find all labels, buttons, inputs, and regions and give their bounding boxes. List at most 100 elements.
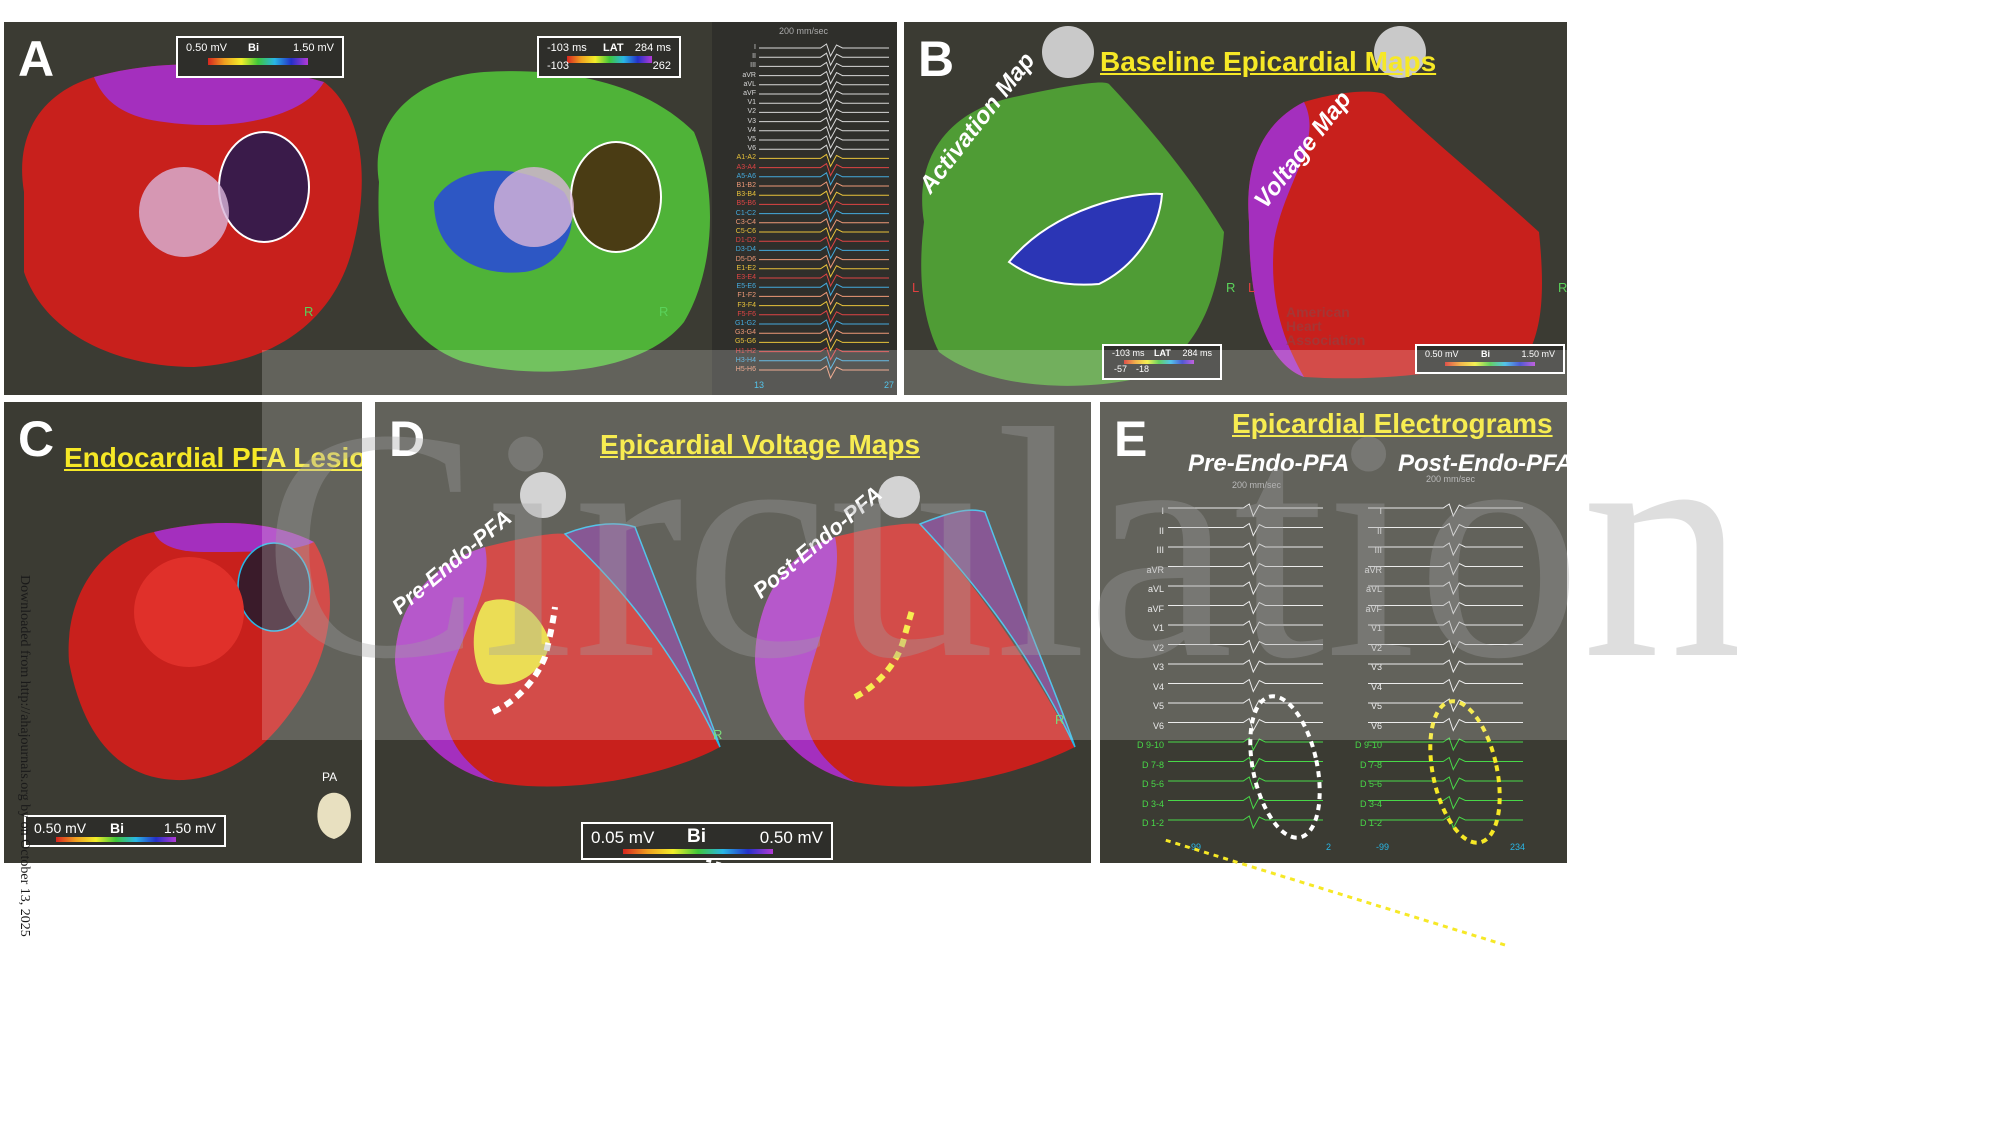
- voltage-scale-a-bar: [208, 58, 308, 65]
- view-marker-d-right: [878, 476, 920, 518]
- panel-a-trace-28: [759, 300, 889, 315]
- panel-a-trace-8: [759, 116, 889, 131]
- panel-a-lead-31: G3-G4: [734, 329, 756, 337]
- post-pfa-lead-2: III: [1374, 545, 1382, 555]
- pre-pfa-trace-6: [1168, 620, 1323, 635]
- panel-c-map: [68, 522, 331, 781]
- panel-a-lead-28: F3-F4: [737, 301, 756, 309]
- panel-a-trace-16: [759, 190, 889, 205]
- panel-a-lead-14: A5-A6: [736, 172, 756, 180]
- view-orientation-label: PA: [322, 770, 338, 784]
- voltage-map-lesion-cluster-a: [139, 167, 229, 257]
- voltage-scale-d-high: 0.50 mV: [759, 828, 823, 847]
- pre-pfa-trace-13: [1168, 756, 1323, 771]
- lat-scale-b-high: 284 ms: [1182, 348, 1212, 358]
- post-pfa-trace-14: [1368, 776, 1523, 791]
- post-pfa-trace-8: [1368, 659, 1523, 674]
- panel-b: B Baseline Epicardial Maps Activation Ma…: [904, 22, 1567, 395]
- pre-pfa-egm-header: Pre-Endo-PFA: [1188, 450, 1350, 477]
- pfa-lesion-cluster: [134, 557, 244, 667]
- pre-pfa-trace-0: [1168, 503, 1323, 518]
- lat-scale-a-label: LAT: [603, 42, 624, 54]
- panel-a: A 0.50 mV Bi 1.50 mV -103 ms LAT 284 ms …: [4, 22, 897, 395]
- pre-pfa-yellow-zone: [473, 599, 550, 685]
- post-pfa-lead-3: aVR: [1364, 564, 1382, 575]
- view-marker-b-left: [1042, 26, 1094, 78]
- post-pfa-trace-3: [1368, 561, 1523, 576]
- pre-pfa-trace-3: [1168, 561, 1323, 576]
- panel-d: D Epicardial Voltage Maps Pre-Endo-PFA P…: [375, 402, 1091, 863]
- pre-pfa-lead-10: V5: [1152, 701, 1164, 711]
- post-pfa-lead-10: V5: [1370, 701, 1382, 711]
- panel-a-lead-8: V3: [747, 117, 756, 125]
- voltage-scale-d-low: 0.05 mV: [591, 828, 655, 847]
- panel-a-trace-35: [759, 365, 889, 380]
- panel-a-lead-17: B5-B6: [736, 200, 756, 208]
- lat-scale-b-val-low: -57: [1114, 364, 1128, 374]
- pre-pfa-lead-7: V2: [1152, 642, 1164, 653]
- panel-a-trace-17: [759, 199, 889, 214]
- panel-a-trace-4: [759, 80, 889, 95]
- pre-pfa-trace-16: [1168, 815, 1323, 830]
- panel-a-trace-7: [759, 107, 889, 122]
- pre-pfa-trace-2: [1168, 542, 1323, 557]
- heart-orientation-icon: [317, 792, 351, 839]
- pre-pfa-bottom-right: 2: [1326, 842, 1332, 852]
- voltage-scale-b-high: 1.50 mV: [1521, 349, 1555, 359]
- panel-a-lead-13: A3-A4: [736, 163, 756, 171]
- orientation-a-1: R: [304, 304, 314, 319]
- voltage-scale-d: 0.05 mV Bi 0.50 mV: [581, 822, 833, 860]
- voltage-map-heart-b: [1248, 91, 1542, 379]
- pre-pfa-trace-11: [1168, 717, 1323, 732]
- pre-pfa-bottom-left: -99: [1188, 842, 1202, 852]
- lat-scale-b-low: -103 ms: [1112, 348, 1145, 358]
- pre-pfa-lead-16: D 1-2: [1141, 818, 1164, 828]
- panel-a-trace-3: [759, 70, 889, 85]
- panel-a-trace-1: [759, 52, 889, 67]
- egm-bottom-left-a: 13: [754, 380, 765, 390]
- post-pfa-trace-1: [1368, 522, 1523, 537]
- voltage-scale-c-high: 1.50 mV: [163, 820, 216, 836]
- pre-pfa-trace-8: [1168, 659, 1323, 674]
- pre-pfa-egm-traces: [1168, 503, 1323, 830]
- panel-a-trace-26: [759, 282, 889, 297]
- voltage-scale-a-label: Bi: [248, 42, 259, 54]
- panel-a-trace-34: [759, 356, 889, 371]
- post-pfa-trace-5: [1368, 600, 1523, 615]
- panel-a-lead-18: C1-C2: [735, 209, 756, 217]
- panel-c-letter: C: [18, 411, 55, 467]
- pre-pfa-lead-8: V3: [1152, 662, 1164, 672]
- post-pfa-trace-6: [1368, 620, 1523, 635]
- voltage-map-valve-a: [218, 131, 310, 243]
- panel-a-lead-15: B1-B2: [736, 182, 756, 189]
- post-pfa-trace-2: [1368, 542, 1523, 557]
- panel-a-trace-18: [759, 208, 889, 223]
- panel-a-trace-5: [759, 89, 889, 104]
- pre-pfa-lead-15: D 3-4: [1141, 798, 1164, 809]
- pre-pfa-lead-6: V1: [1152, 623, 1164, 633]
- post-pfa-flap: [918, 509, 1076, 748]
- orientation-b-l-1: L: [912, 280, 920, 295]
- panel-b-title: Baseline Epicardial Maps: [1100, 46, 1437, 77]
- pre-pfa-sweep: 200 mm/sec: [1232, 480, 1282, 490]
- pre-pfa-trace-14: [1168, 776, 1323, 791]
- lat-scale-a-low: -103 ms: [547, 42, 587, 54]
- post-pfa-lead-0: I: [1379, 506, 1382, 516]
- pre-pfa-link-arrow: [704, 858, 1371, 1032]
- lat-scale-a: -103 ms LAT 284 ms -103 262: [537, 36, 681, 78]
- panel-a-lead-25: E3-E4: [736, 274, 756, 281]
- panel-a-trace-10: [759, 135, 889, 150]
- post-pfa-heart: [755, 523, 1075, 787]
- panel-a-lead-0: I: [754, 44, 756, 51]
- panel-a-maps: [22, 22, 897, 395]
- panel-a-letter: A: [18, 31, 55, 87]
- panel-a-trace-33: [759, 346, 889, 361]
- pre-pfa-egm-highlight: [1248, 694, 1322, 840]
- post-pfa-lead-5: aVF: [1365, 603, 1382, 614]
- pre-pfa-lead-13: D 7-8: [1141, 759, 1164, 770]
- voltage-scale-a-high: 1.50 mV: [293, 42, 334, 54]
- lat-scale-b-val-high: -18: [1136, 364, 1150, 374]
- post-pfa-trace-0: [1368, 503, 1523, 518]
- pre-pfa-lead-1: II: [1158, 525, 1164, 536]
- panel-a-trace-12: [759, 153, 889, 168]
